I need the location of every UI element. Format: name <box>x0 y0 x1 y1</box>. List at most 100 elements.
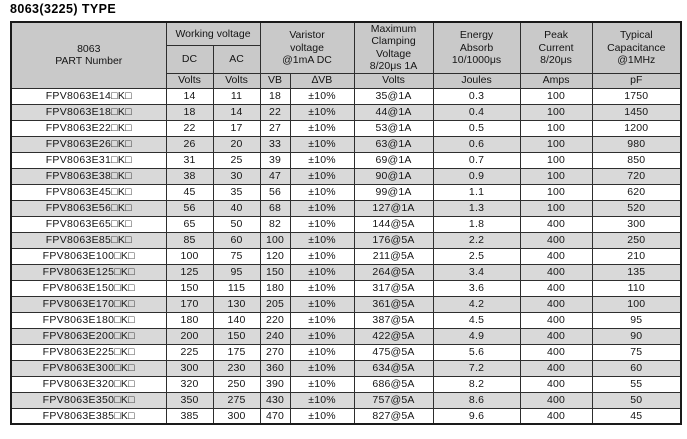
capacitance-cell: 60 <box>591 359 682 377</box>
capacitance-cell: 95 <box>591 311 682 329</box>
part-number-cell: FPV8063E38□K□ <box>10 167 167 185</box>
peak-current-cell: 400 <box>519 391 593 409</box>
peak-current-cell: 100 <box>519 103 593 121</box>
clamping-voltage-cell: 144@5A <box>353 215 434 233</box>
capacitance-cell: 250 <box>591 231 682 249</box>
header-peak-current: Peak Current 8/20μs <box>519 21 593 74</box>
part-number-cell: FPV8063E385□K□ <box>10 407 167 425</box>
delta-vb-cell: ±10% <box>289 87 355 105</box>
delta-vb-cell: ±10% <box>289 199 355 217</box>
table-row: FPV8063E26□K□ 26 20 33 ±10% 63@1A 0.6 10… <box>10 135 682 153</box>
ac-volts-cell: 50 <box>212 215 261 233</box>
delta-vb-cell: ±10% <box>289 167 355 185</box>
vb-cell: 270 <box>259 343 291 361</box>
unit-clamping-volts: Volts <box>353 72 434 89</box>
peak-current-cell: 400 <box>519 407 593 425</box>
clamping-voltage-cell: 264@5A <box>353 263 434 281</box>
part-number-cell: FPV8063E65□K□ <box>10 215 167 233</box>
capacitance-cell: 300 <box>591 215 682 233</box>
vb-cell: 39 <box>259 151 291 169</box>
dc-volts-cell: 45 <box>165 183 214 201</box>
clamping-voltage-cell: 99@1A <box>353 183 434 201</box>
table-row: FPV8063E150□K□ 150 115 180 ±10% 317@5A 3… <box>10 279 682 297</box>
capacitance-cell: 110 <box>591 279 682 297</box>
ac-volts-cell: 95 <box>212 263 261 281</box>
peak-current-cell: 400 <box>519 295 593 313</box>
part-number-cell: FPV8063E22□K□ <box>10 119 167 137</box>
table-row: FPV8063E100□K□ 100 75 120 ±10% 211@5A 2.… <box>10 247 682 265</box>
capacitance-cell: 1200 <box>591 119 682 137</box>
peak-current-cell: 100 <box>519 135 593 153</box>
vb-cell: 430 <box>259 391 291 409</box>
energy-cell: 4.2 <box>432 295 521 313</box>
peak-current-cell: 100 <box>519 119 593 137</box>
vb-cell: 18 <box>259 87 291 105</box>
capacitance-cell: 45 <box>591 407 682 425</box>
capacitance-cell: 75 <box>591 343 682 361</box>
dc-volts-cell: 320 <box>165 375 214 393</box>
part-number-cell: FPV8063E150□K□ <box>10 279 167 297</box>
header-capacitance: Typical Capacitance @1MHz <box>591 21 682 74</box>
dc-volts-cell: 100 <box>165 247 214 265</box>
peak-current-cell: 400 <box>519 247 593 265</box>
capacitance-cell: 90 <box>591 327 682 345</box>
energy-cell: 2.5 <box>432 247 521 265</box>
energy-cell: 9.6 <box>432 407 521 425</box>
vb-cell: 240 <box>259 327 291 345</box>
part-number-cell: FPV8063E45□K□ <box>10 183 167 201</box>
dc-volts-cell: 14 <box>165 87 214 105</box>
dc-volts-cell: 31 <box>165 151 214 169</box>
unit-dc-volts: Volts <box>165 72 214 89</box>
delta-vb-cell: ±10% <box>289 263 355 281</box>
delta-vb-cell: ±10% <box>289 119 355 137</box>
dc-volts-cell: 150 <box>165 279 214 297</box>
ac-volts-cell: 40 <box>212 199 261 217</box>
header-row-2: DC AC <box>11 44 681 74</box>
peak-current-cell: 400 <box>519 327 593 345</box>
clamping-voltage-cell: 176@5A <box>353 231 434 249</box>
delta-vb-cell: ±10% <box>289 327 355 345</box>
peak-current-cell: 100 <box>519 151 593 169</box>
part-number-cell: FPV8063E350□K□ <box>10 391 167 409</box>
peak-current-cell: 100 <box>519 183 593 201</box>
vb-cell: 470 <box>259 407 291 425</box>
table-row: FPV8063E22□K□ 22 17 27 ±10% 53@1A 0.5 10… <box>10 119 682 137</box>
energy-cell: 0.6 <box>432 135 521 153</box>
part-number-cell: FPV8063E300□K□ <box>10 359 167 377</box>
ac-volts-cell: 60 <box>212 231 261 249</box>
vb-cell: 33 <box>259 135 291 153</box>
table-row: FPV8063E180□K□ 180 140 220 ±10% 387@5A 4… <box>10 311 682 329</box>
dc-volts-cell: 200 <box>165 327 214 345</box>
capacitance-cell: 100 <box>591 295 682 313</box>
dc-volts-cell: 180 <box>165 311 214 329</box>
part-number-cell: FPV8063E85□K□ <box>10 231 167 249</box>
energy-cell: 7.2 <box>432 359 521 377</box>
delta-vb-cell: ±10% <box>289 183 355 201</box>
peak-current-cell: 400 <box>519 215 593 233</box>
energy-cell: 0.9 <box>432 167 521 185</box>
clamping-voltage-cell: 387@5A <box>353 311 434 329</box>
capacitance-cell: 50 <box>591 391 682 409</box>
header-working-voltage: Working voltage <box>165 21 261 46</box>
header-row-1: 8063 PART Number Working voltage Varisto… <box>10 21 682 89</box>
energy-cell: 4.9 <box>432 327 521 345</box>
part-number-cell: FPV8063E14□K□ <box>10 87 167 105</box>
dc-volts-cell: 385 <box>165 407 214 425</box>
vb-cell: 47 <box>259 167 291 185</box>
dc-volts-cell: 85 <box>165 231 214 249</box>
dc-volts-cell: 26 <box>165 135 214 153</box>
table-row: FPV8063E31□K□ 31 25 39 ±10% 69@1A 0.7 10… <box>10 151 682 169</box>
unit-joules: Joules <box>432 72 521 89</box>
dc-volts-cell: 170 <box>165 295 214 313</box>
delta-vb-cell: ±10% <box>289 407 355 425</box>
header-varistor-voltage: Varistor voltage @1mA DC <box>259 21 355 74</box>
vb-cell: 82 <box>259 215 291 233</box>
part-number-cell: FPV8063E31□K□ <box>10 151 167 169</box>
part-number-cell: FPV8063E18□K□ <box>10 103 167 121</box>
energy-cell: 0.5 <box>432 119 521 137</box>
capacitance-cell: 720 <box>591 167 682 185</box>
clamping-voltage-cell: 53@1A <box>353 119 434 137</box>
ac-volts-cell: 300 <box>212 407 261 425</box>
table-body: FPV8063E14□K□ 14 11 18 ±10% 35@1A 0.3 10… <box>10 87 682 425</box>
delta-vb-cell: ±10% <box>289 343 355 361</box>
